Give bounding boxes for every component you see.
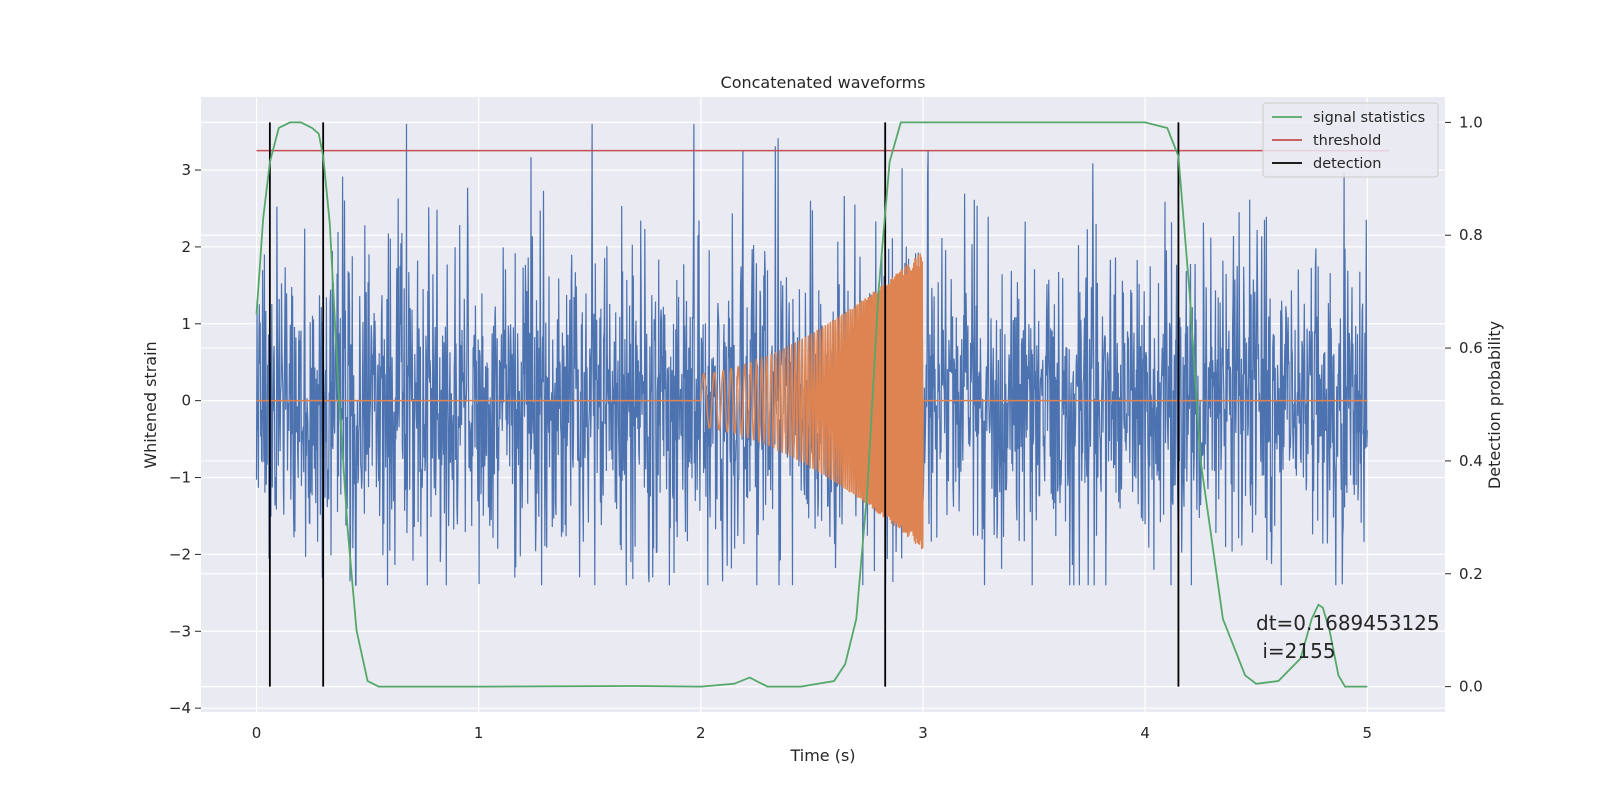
x-tick-label: 4 <box>1140 724 1150 742</box>
y-tick-label: −4 <box>169 699 191 717</box>
y-tick-label: −1 <box>169 469 191 487</box>
legend-label-detection: detection <box>1313 156 1381 172</box>
injection-series <box>256 253 1368 550</box>
y-tick-label: 3 <box>181 161 191 179</box>
x-tick-label: 5 <box>1362 724 1372 742</box>
y2-axis-label: Detection probability <box>1485 321 1504 489</box>
y-tick-label: −2 <box>169 545 191 563</box>
x-tick-label: 3 <box>918 724 928 742</box>
signal-statistics-line <box>255 121 1368 688</box>
y2-tick-label: 0.8 <box>1459 226 1483 244</box>
chart-title: Concatenated waveforms <box>721 73 926 92</box>
y2-tick-label: 0.6 <box>1459 339 1483 357</box>
x-tick-label: 0 <box>252 724 262 742</box>
y-tick-label: 2 <box>181 238 191 256</box>
legend: signal statistics threshold detection <box>1262 102 1439 178</box>
x-tick-label: 1 <box>474 724 484 742</box>
y-tick-label: 1 <box>181 315 191 333</box>
x-axis-label: Time (s) <box>789 746 855 765</box>
legend-label-threshold: threshold <box>1313 133 1381 149</box>
y-tick-label: 0 <box>181 392 191 410</box>
legend-box <box>1262 102 1439 178</box>
annotation-i: i=2155 <box>1256 639 1336 663</box>
y2-tick-label: 0.4 <box>1459 452 1483 470</box>
y2-axis-ticks: 0.0 0.2 0.4 0.6 0.8 1.0 <box>1445 113 1483 696</box>
y-tick-label: −3 <box>169 622 191 640</box>
legend-label-signal-statistics: signal statistics <box>1313 110 1425 126</box>
y-axis-ticks: −4 −3 −2 −1 0 1 2 3 <box>169 161 201 717</box>
y2-tick-label: 0.0 <box>1459 678 1483 696</box>
x-tick-label: 2 <box>696 724 706 742</box>
y2-tick-label: 1.0 <box>1459 113 1483 131</box>
annotation-dt: dt=0.1689453125 <box>1256 611 1440 635</box>
y-axis-label: Whitened strain <box>141 341 160 468</box>
y2-tick-label: 0.2 <box>1459 565 1483 583</box>
x-axis-ticks: 0 1 2 3 4 5 <box>252 724 1372 742</box>
